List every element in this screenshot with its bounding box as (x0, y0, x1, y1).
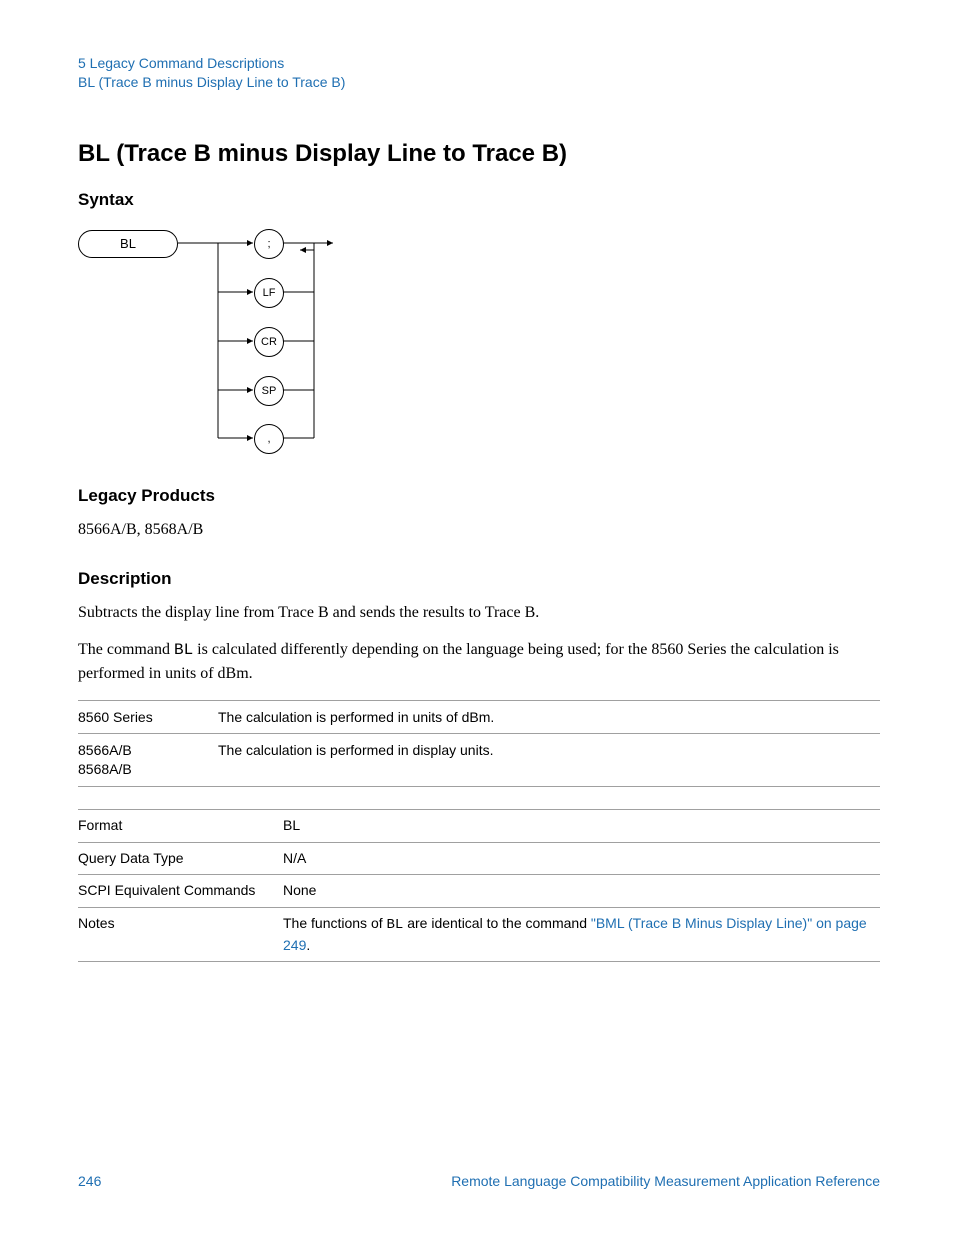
description-p2b: is calculated differently depending on t… (78, 641, 839, 682)
calc-row2-label: 8566A/B 8568A/B (78, 734, 218, 787)
calc-row1-text: The calculation is performed in units of… (218, 700, 880, 734)
description-heading: Description (78, 569, 880, 589)
description-p1: Subtracts the display line from Trace B … (78, 601, 880, 624)
diagram-term-comma: , (254, 424, 284, 454)
page-footer: 246 Remote Language Compatibility Measur… (78, 1173, 880, 1189)
spec-format-value: BL (283, 810, 880, 843)
calc-row1-label: 8560 Series (78, 700, 218, 734)
calculation-table: 8560 Series The calculation is performed… (78, 700, 880, 788)
description-p2: The command BL is calculated differently… (78, 638, 880, 685)
notes-text-a: The functions of (283, 915, 387, 931)
diagram-term-lf: LF (254, 278, 284, 308)
table-row: Format BL (78, 810, 880, 843)
notes-code: BL (387, 917, 404, 933)
calc-row2-label-b: 8568A/B (78, 760, 208, 779)
notes-text-b: are identical to the command (403, 915, 591, 931)
table-row: Notes The functions of BL are identical … (78, 907, 880, 961)
spec-scpi-label: SCPI Equivalent Commands (78, 875, 283, 908)
calc-row2-label-a: 8566A/B (78, 741, 208, 760)
table-row: Query Data Type N/A (78, 842, 880, 875)
calc-row2-text: The calculation is performed in display … (218, 734, 880, 787)
table-row: 8566A/B 8568A/B The calculation is perfo… (78, 734, 880, 787)
diagram-term-semicolon: ; (254, 229, 284, 259)
spec-format-label: Format (78, 810, 283, 843)
page-header: 5 Legacy Command Descriptions BL (Trace … (78, 54, 880, 92)
header-line-1: 5 Legacy Command Descriptions (78, 54, 880, 73)
notes-text-c: . (306, 937, 310, 953)
syntax-diagram: BL ; LF CR SP , (78, 222, 338, 462)
doc-title: Remote Language Compatibility Measuremen… (451, 1173, 880, 1189)
spec-notes-label: Notes (78, 907, 283, 961)
page-number: 246 (78, 1173, 101, 1189)
legacy-products-text: 8566A/B, 8568A/B (78, 518, 880, 541)
table-row: 8560 Series The calculation is performed… (78, 700, 880, 734)
description-p2a: The command (78, 641, 174, 658)
diagram-term-sp: SP (254, 376, 284, 406)
description-p2-code: BL (174, 641, 193, 659)
legacy-products-heading: Legacy Products (78, 486, 880, 506)
table-row: SCPI Equivalent Commands None (78, 875, 880, 908)
diagram-start-node: BL (78, 230, 178, 258)
spec-query-value: N/A (283, 842, 880, 875)
header-line-2: BL (Trace B minus Display Line to Trace … (78, 73, 880, 92)
page-title: BL (Trace B minus Display Line to Trace … (78, 140, 880, 168)
spec-notes-value: The functions of BL are identical to the… (283, 907, 880, 961)
diagram-term-cr: CR (254, 327, 284, 357)
spec-scpi-value: None (283, 875, 880, 908)
syntax-heading: Syntax (78, 190, 880, 210)
spec-query-label: Query Data Type (78, 842, 283, 875)
spec-table: Format BL Query Data Type N/A SCPI Equiv… (78, 809, 880, 962)
